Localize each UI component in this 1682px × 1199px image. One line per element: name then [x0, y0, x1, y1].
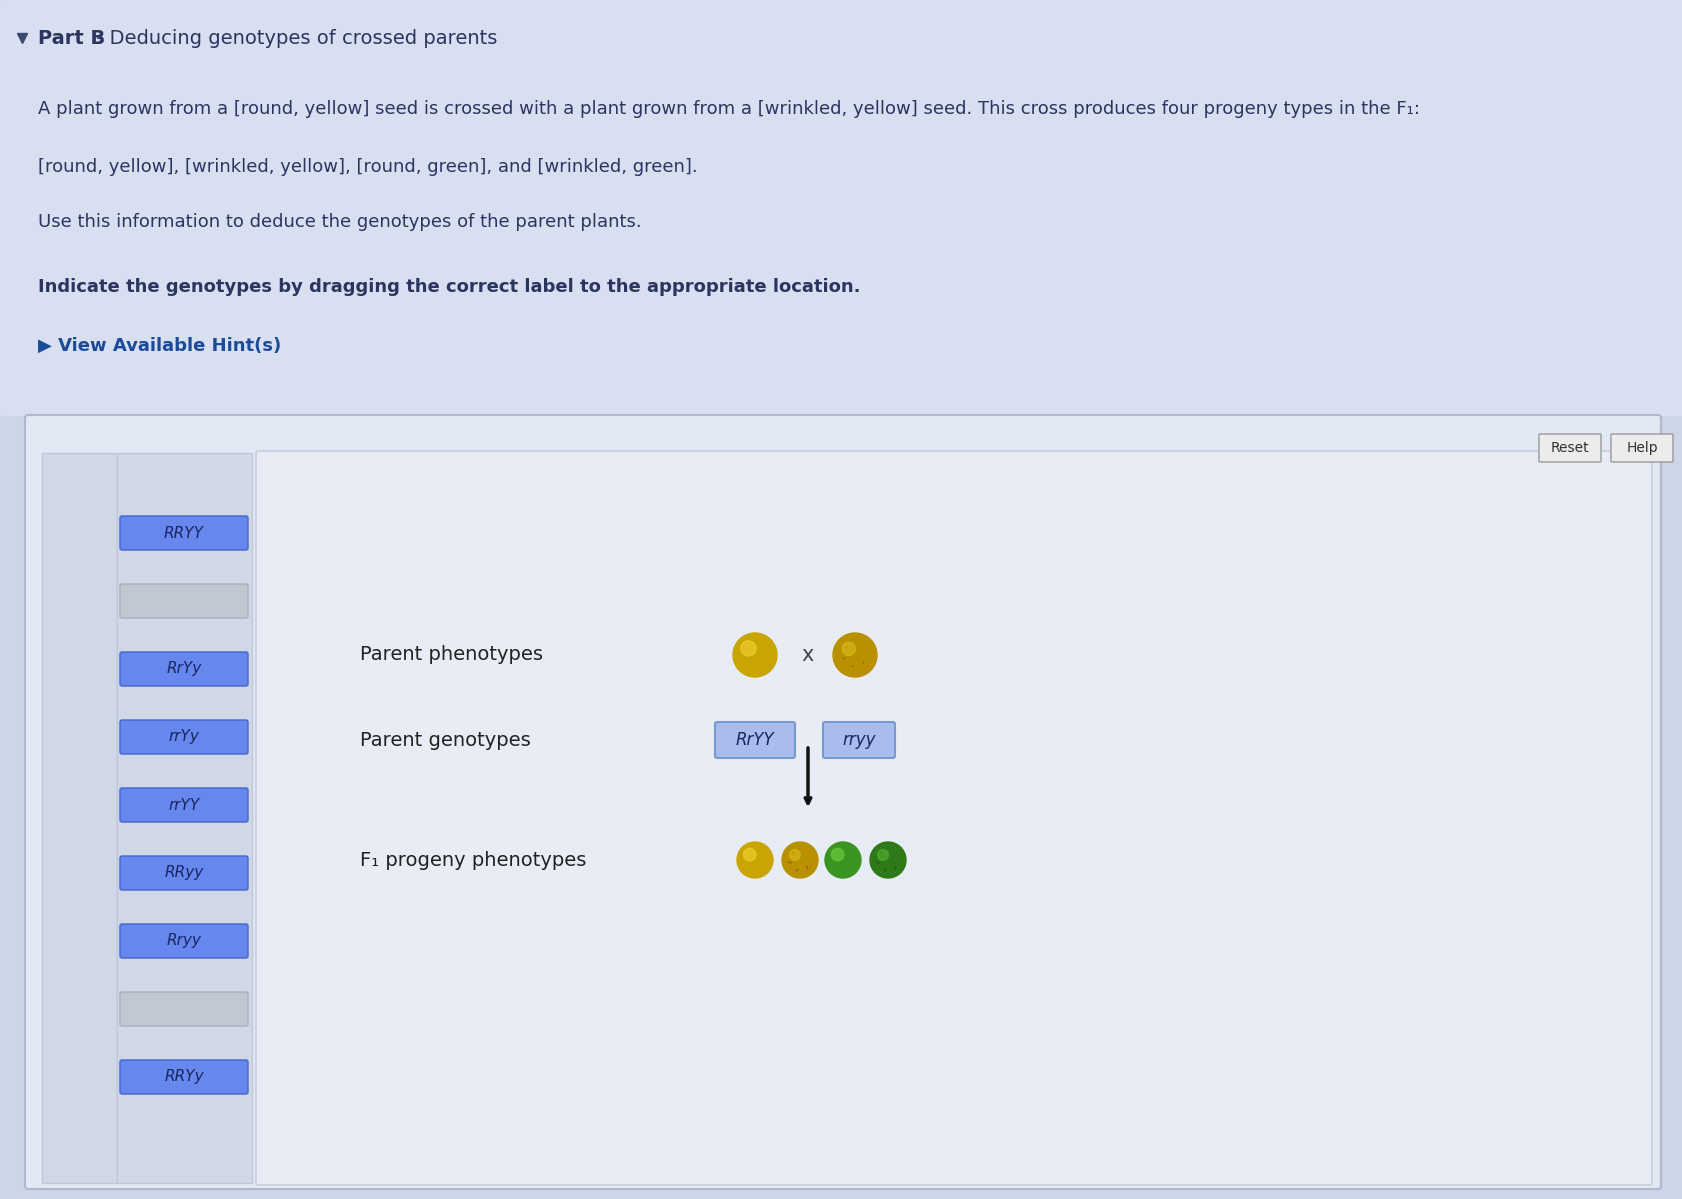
FancyBboxPatch shape — [119, 584, 247, 617]
FancyBboxPatch shape — [1537, 434, 1600, 462]
Bar — [42, 453, 118, 1183]
Text: [round, yellow], [wrinkled, yellow], [round, green], and [wrinkled, green].: [round, yellow], [wrinkled, yellow], [ro… — [39, 158, 698, 176]
Text: RRyy: RRyy — [165, 866, 204, 880]
FancyBboxPatch shape — [119, 721, 247, 754]
FancyBboxPatch shape — [822, 722, 895, 758]
Circle shape — [737, 842, 772, 878]
Text: RrYY: RrYY — [735, 731, 774, 749]
Text: Help: Help — [1625, 441, 1657, 454]
Text: rrYY: rrYY — [168, 797, 200, 813]
Text: A plant grown from a [round, yellow] seed is crossed with a plant grown from a [: A plant grown from a [round, yellow] see… — [39, 100, 1420, 118]
Bar — [0, 0, 1682, 415]
Text: RRYy: RRYy — [165, 1070, 204, 1085]
FancyBboxPatch shape — [119, 788, 247, 823]
FancyBboxPatch shape — [119, 856, 247, 890]
Text: Indicate the genotypes by dragging the correct label to the appropriate location: Indicate the genotypes by dragging the c… — [39, 278, 860, 296]
Text: Part B: Part B — [39, 29, 106, 48]
Text: Use this information to deduce the genotypes of the parent plants.: Use this information to deduce the genot… — [39, 213, 641, 231]
FancyBboxPatch shape — [119, 516, 247, 550]
Circle shape — [743, 849, 755, 861]
Text: F₁ progeny phenotypes: F₁ progeny phenotypes — [360, 850, 585, 869]
Text: Rryy: Rryy — [167, 934, 202, 948]
Text: ▶ View Available Hint(s): ▶ View Available Hint(s) — [39, 337, 281, 355]
Circle shape — [782, 842, 817, 878]
Bar — [118, 453, 252, 1183]
Circle shape — [876, 850, 888, 861]
Text: x: x — [801, 645, 814, 665]
Circle shape — [831, 849, 843, 861]
Circle shape — [789, 850, 801, 861]
FancyBboxPatch shape — [119, 992, 247, 1026]
FancyBboxPatch shape — [119, 652, 247, 686]
Circle shape — [824, 842, 861, 878]
FancyBboxPatch shape — [1610, 434, 1672, 462]
Circle shape — [733, 633, 777, 677]
FancyBboxPatch shape — [25, 415, 1660, 1189]
Text: Reset: Reset — [1549, 441, 1588, 454]
Text: rryy: rryy — [841, 731, 875, 749]
Circle shape — [833, 633, 876, 677]
Text: RrYy: RrYy — [167, 662, 202, 676]
FancyBboxPatch shape — [256, 451, 1652, 1185]
Circle shape — [841, 643, 854, 656]
FancyBboxPatch shape — [715, 722, 794, 758]
Text: Parent genotypes: Parent genotypes — [360, 730, 530, 749]
FancyBboxPatch shape — [119, 924, 247, 958]
Text: Parent phenotypes: Parent phenotypes — [360, 645, 543, 664]
Circle shape — [740, 640, 755, 656]
Text: RRYY: RRYY — [163, 525, 204, 541]
Circle shape — [870, 842, 905, 878]
Text: - Deducing genotypes of crossed parents: - Deducing genotypes of crossed parents — [89, 29, 498, 48]
FancyBboxPatch shape — [119, 1060, 247, 1093]
Text: rrYy: rrYy — [168, 729, 200, 745]
